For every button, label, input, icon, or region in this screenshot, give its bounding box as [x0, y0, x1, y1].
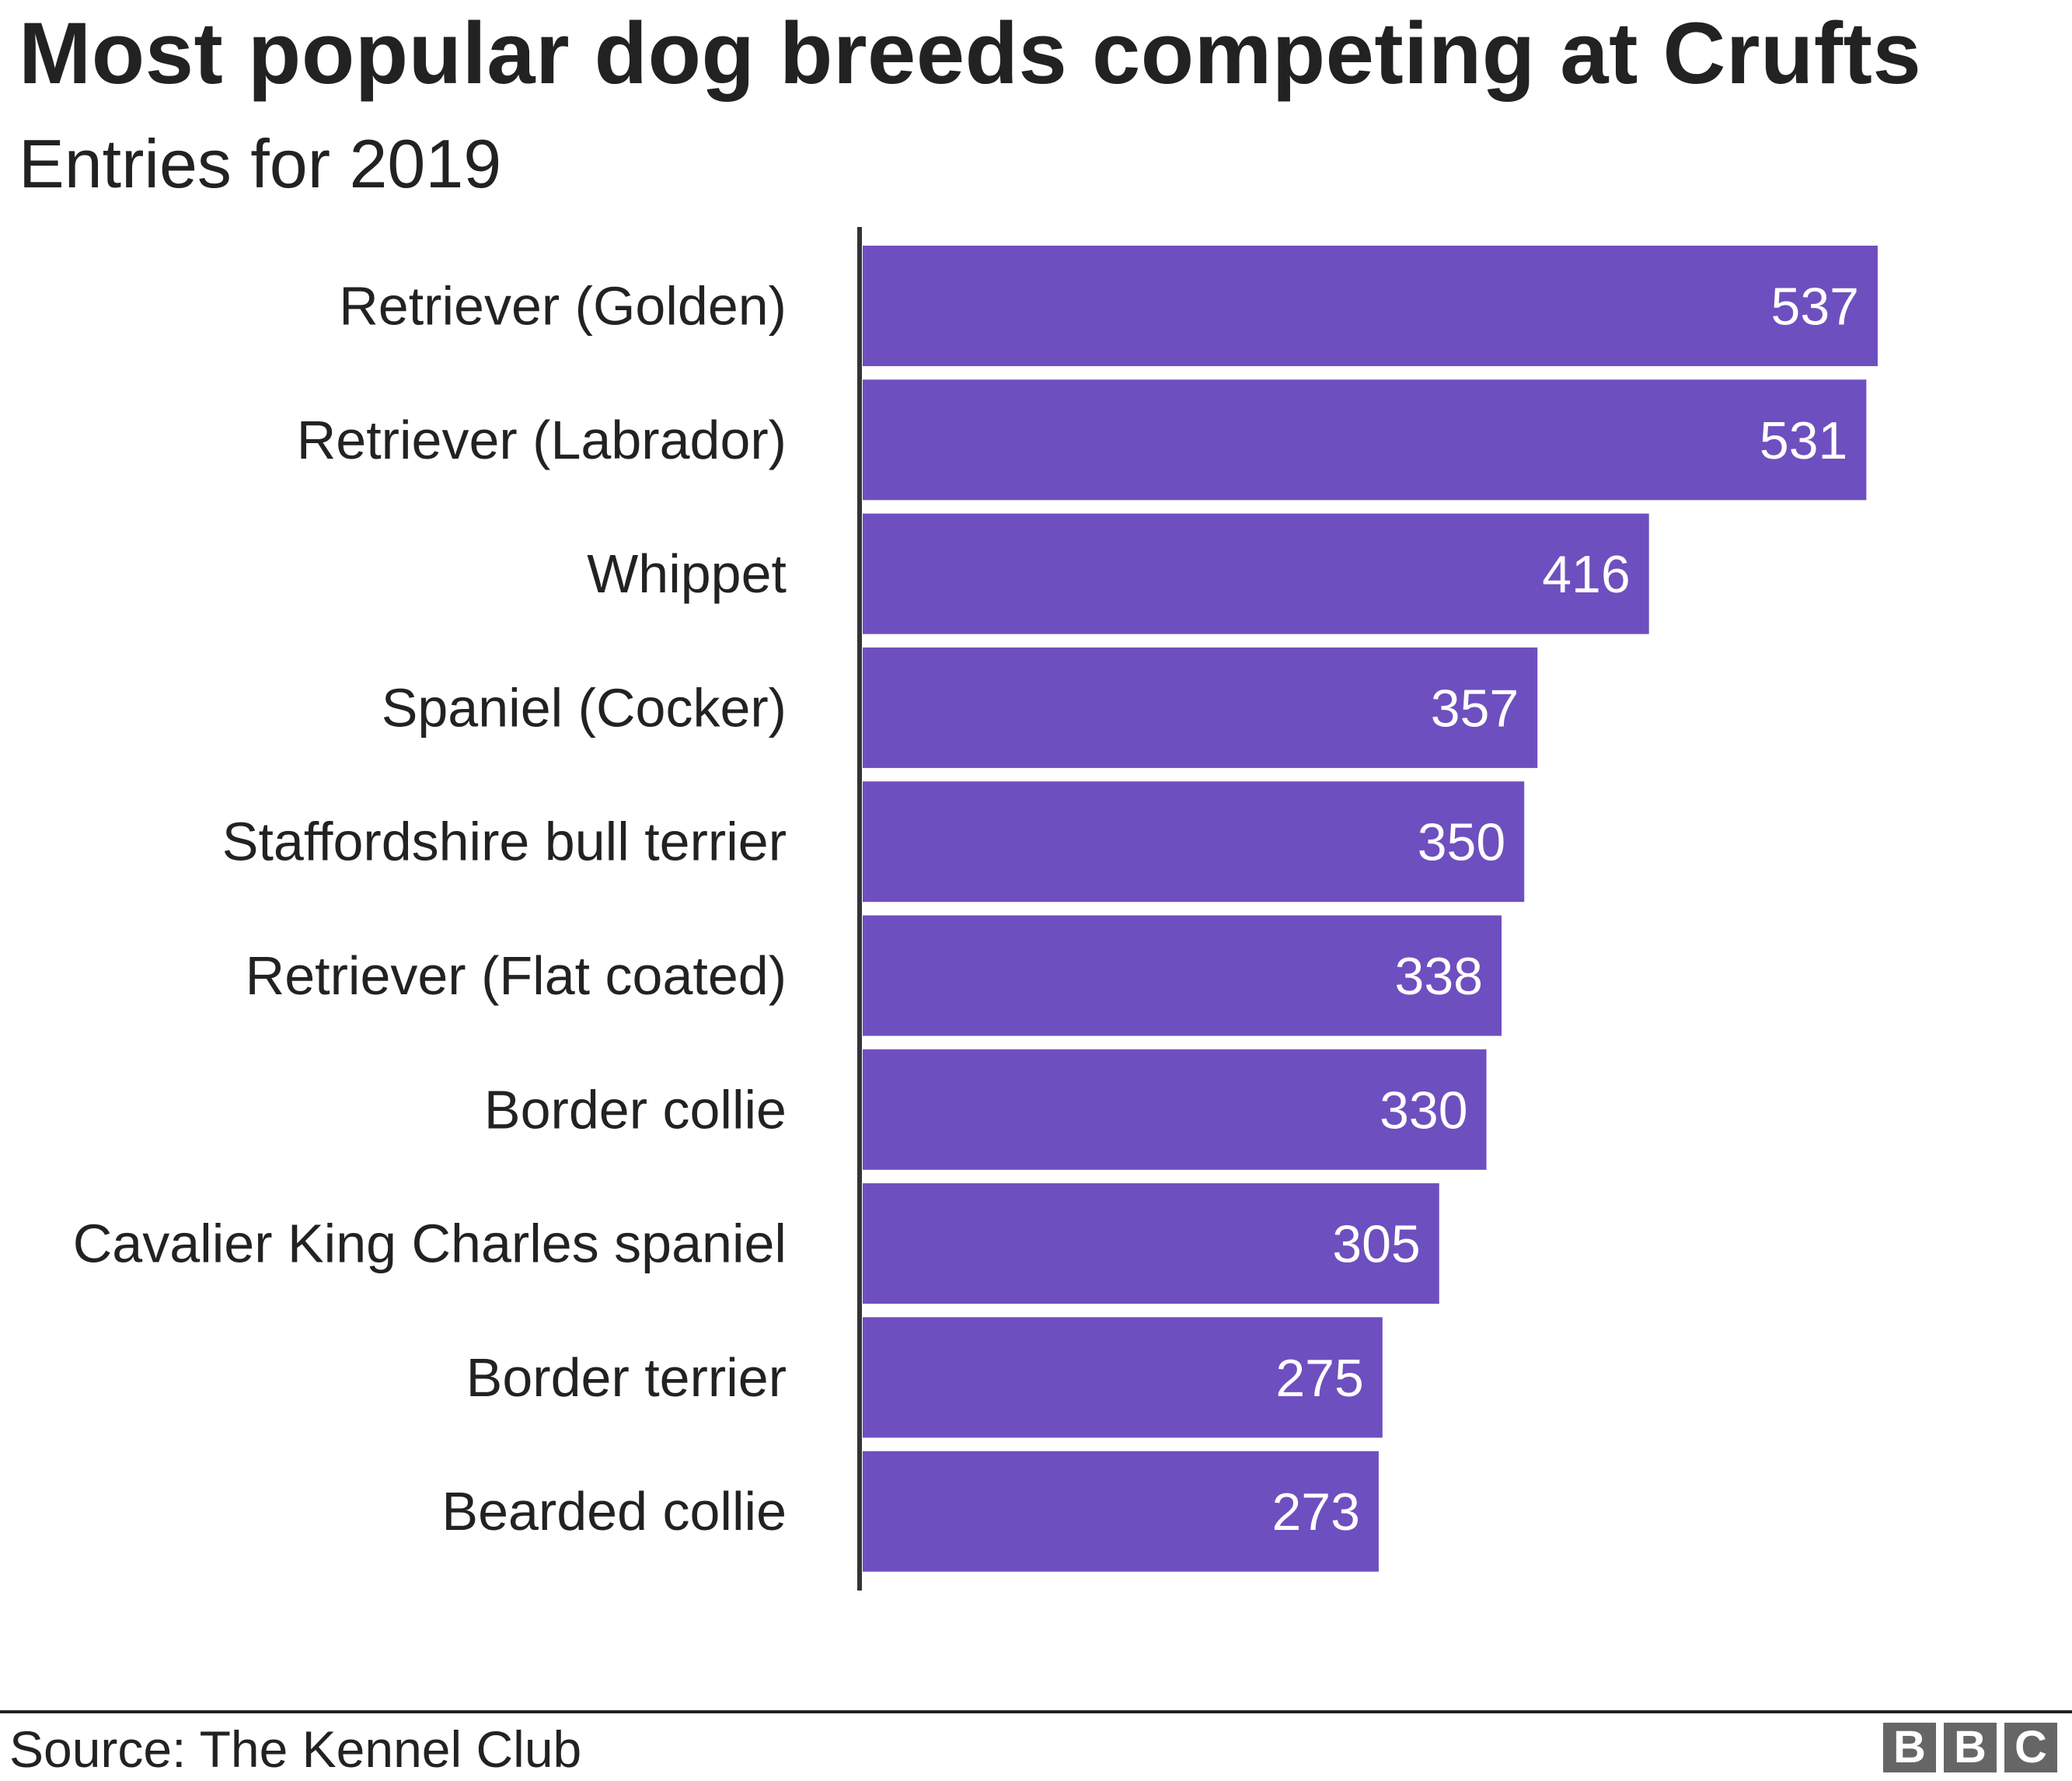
value-label: 330: [1380, 1081, 1467, 1140]
bar: [863, 379, 1867, 501]
footer-divider: [0, 1710, 2072, 1713]
bar: [863, 647, 1538, 768]
value-label: 350: [1418, 813, 1505, 872]
bar: [863, 915, 1502, 1036]
bbc-logo: B B C: [1883, 1723, 2057, 1772]
category-label: Retriever (Flat coated): [246, 945, 787, 1006]
value-label: 357: [1431, 679, 1519, 738]
value-label: 275: [1275, 1349, 1363, 1408]
value-label: 338: [1395, 947, 1483, 1006]
bbc-logo-letter: B: [1883, 1723, 1936, 1772]
value-label: 537: [1771, 278, 1859, 337]
value-label: 416: [1542, 545, 1630, 604]
value-label: 305: [1332, 1215, 1420, 1274]
bar: [863, 1049, 1487, 1170]
bar: [863, 1451, 1379, 1572]
category-label: Bearded collie: [441, 1481, 787, 1542]
category-label: Whippet: [587, 543, 787, 604]
bar: [863, 1317, 1383, 1438]
category-label: Border terrier: [466, 1347, 787, 1408]
category-label: Retriever (Golden): [339, 276, 787, 337]
bbc-logo-letter: B: [1944, 1723, 1997, 1772]
bar: [863, 246, 1878, 366]
category-label: Retriever (Labrador): [297, 410, 787, 470]
bar: [863, 1183, 1439, 1304]
chart-title: Most popular dog breeds competing at Cru…: [19, 5, 1922, 102]
bar: [863, 781, 1525, 903]
source-note: Source: The Kennel Club: [9, 1720, 582, 1778]
bbc-logo-letter: C: [2004, 1723, 2057, 1772]
bar: [863, 513, 1649, 634]
category-label: Cavalier King Charles spaniel: [73, 1214, 787, 1274]
value-label: 531: [1760, 411, 1847, 470]
bar-chart: Retriever (Golden) 537 Retriever (Labrador…: [73, 227, 1878, 1591]
category-label: Border collie: [484, 1079, 787, 1140]
chart-subtitle: Entries for 2019: [19, 125, 502, 202]
category-label: Staffordshire bull terrier: [222, 812, 787, 872]
value-label: 273: [1271, 1482, 1359, 1542]
category-label: Spaniel (Cocker): [382, 677, 787, 738]
